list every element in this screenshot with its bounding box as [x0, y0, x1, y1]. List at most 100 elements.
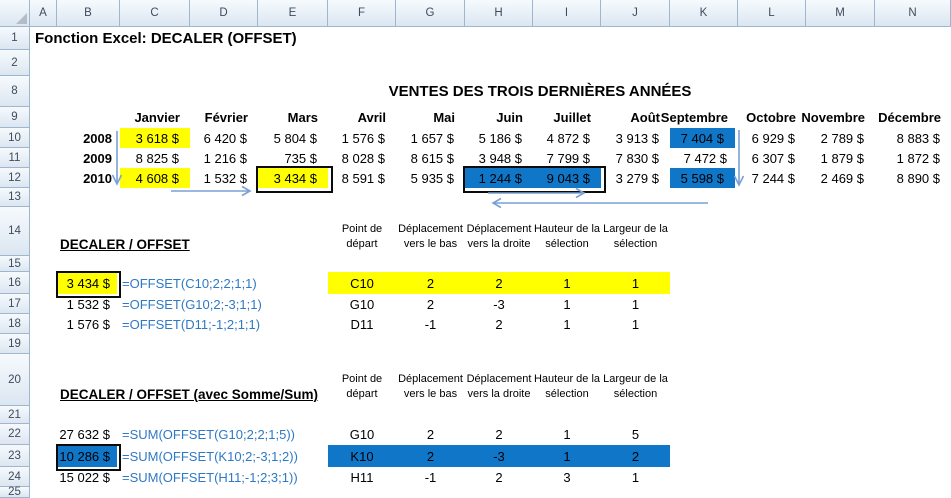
- cell-B24-result[interactable]: 15 022 $: [59, 469, 110, 485]
- cell-C24-formula[interactable]: =SUM(OFFSET(H11;-1;2;3;1)): [122, 469, 298, 485]
- cell-E11[interactable]: 735 $: [284, 150, 317, 166]
- cell-N11[interactable]: 1 872 $: [896, 150, 940, 166]
- cell-I24[interactable]: 3: [563, 469, 571, 485]
- cell-J23[interactable]: 2: [631, 448, 640, 464]
- param-header-height-2[interactable]: Hauteur de la sélection: [533, 373, 601, 400]
- cell-H10[interactable]: 5 186 $: [478, 130, 522, 146]
- row-header-25[interactable]: 25: [0, 486, 30, 498]
- cell-K11[interactable]: 7 472 $: [683, 150, 727, 166]
- page-title[interactable]: Fonction Excel: DECALER (OFFSET): [35, 30, 297, 47]
- row-header-24[interactable]: 24: [0, 467, 30, 487]
- row-header-10[interactable]: 10: [0, 128, 30, 148]
- sales-table-title[interactable]: VENTES DES TROIS DERNIÈRES ANNÉES: [388, 83, 692, 100]
- cell-F22[interactable]: G10: [349, 427, 375, 442]
- cell-G23[interactable]: 2: [426, 448, 435, 464]
- cell-H23[interactable]: -3: [493, 448, 505, 464]
- month-header-juin[interactable]: Juin: [496, 110, 523, 125]
- col-header-G[interactable]: G: [396, 0, 465, 27]
- cell-H22[interactable]: 2: [495, 427, 503, 442]
- cell-G10[interactable]: 1 657 $: [410, 130, 454, 146]
- param-header-move-right-2[interactable]: Déplacement vers la droite: [466, 373, 532, 400]
- month-header-novembre[interactable]: Novembre: [801, 110, 865, 125]
- year-label-2010[interactable]: 2010: [83, 170, 112, 186]
- month-header-septembre[interactable]: Septembre: [660, 110, 728, 125]
- cell-I23[interactable]: 1: [563, 448, 571, 464]
- row-header-18[interactable]: 18: [0, 314, 30, 334]
- param-header-move-right[interactable]: Déplacement vers la droite: [466, 223, 532, 250]
- cell-J24[interactable]: 1: [631, 469, 640, 485]
- col-header-D[interactable]: D: [190, 0, 258, 27]
- cell-G16[interactable]: 2: [426, 275, 435, 291]
- select-all-corner[interactable]: [0, 0, 30, 27]
- row-header-1[interactable]: 1: [0, 27, 30, 50]
- cell-H17[interactable]: -3: [493, 296, 505, 312]
- param-header-start-point-2[interactable]: Point de départ: [341, 373, 383, 400]
- row-header-23[interactable]: 23: [0, 445, 30, 467]
- year-label-2009[interactable]: 2009: [83, 150, 112, 166]
- cell-I16[interactable]: 1: [563, 275, 571, 291]
- cell-D11[interactable]: 1 216 $: [203, 150, 247, 166]
- cell-J12[interactable]: 3 279 $: [615, 170, 659, 186]
- param-header-move-down[interactable]: Déplacement vers le bas: [398, 223, 463, 250]
- col-header-F[interactable]: F: [328, 0, 396, 27]
- month-header-octobre[interactable]: Octobre: [746, 110, 796, 125]
- cell-E10[interactable]: 5 804 $: [273, 130, 317, 146]
- col-header-H[interactable]: H: [465, 0, 533, 27]
- cell-J10[interactable]: 3 913 $: [615, 130, 659, 146]
- cell-I22[interactable]: 1: [563, 427, 571, 442]
- row-header-11[interactable]: 11: [0, 148, 30, 168]
- param-header-width[interactable]: Largeur de la sélection: [603, 223, 668, 250]
- month-header-decembre[interactable]: Décembre: [878, 110, 941, 125]
- month-header-juillet[interactable]: Juillet: [553, 110, 591, 125]
- cell-J11[interactable]: 7 830 $: [615, 150, 659, 166]
- col-header-N[interactable]: N: [875, 0, 951, 27]
- month-header-fevrier[interactable]: Février: [204, 110, 248, 125]
- cell-G11[interactable]: 8 615 $: [410, 150, 454, 166]
- cell-F23[interactable]: K10: [350, 448, 374, 464]
- cell-L12[interactable]: 7 244 $: [751, 170, 795, 186]
- col-header-E[interactable]: E: [258, 0, 328, 27]
- section-heading-offset-sum[interactable]: DECALER / OFFSET (avec Somme/Sum): [60, 387, 319, 402]
- col-header-I[interactable]: I: [533, 0, 601, 27]
- param-header-move-down-2[interactable]: Déplacement vers le bas: [398, 373, 463, 400]
- cell-F12[interactable]: 8 591 $: [341, 170, 385, 186]
- cell-J18[interactable]: 1: [631, 316, 640, 332]
- cell-G22[interactable]: 2: [426, 427, 435, 442]
- cell-G17[interactable]: 2: [426, 296, 435, 312]
- cell-J22[interactable]: 5: [631, 427, 640, 442]
- col-header-A[interactable]: A: [30, 0, 57, 27]
- cell-C17-formula[interactable]: =OFFSET(G10;2;-3;1;1): [122, 296, 262, 312]
- cell-K12[interactable]: 5 598 $: [670, 168, 735, 188]
- cell-F24[interactable]: H11: [350, 469, 374, 485]
- row-header-9[interactable]: 9: [0, 107, 30, 128]
- cell-H12[interactable]: 1 244 $: [465, 168, 533, 188]
- col-header-M[interactable]: M: [806, 0, 875, 27]
- cell-M12[interactable]: 2 469 $: [820, 170, 864, 186]
- col-header-K[interactable]: K: [670, 0, 738, 27]
- cell-F16[interactable]: C10: [350, 275, 374, 291]
- cell-F10[interactable]: 1 576 $: [341, 130, 385, 146]
- col-header-B[interactable]: B: [57, 0, 120, 27]
- cell-H18[interactable]: 2: [495, 316, 503, 332]
- cell-N10[interactable]: 8 883 $: [896, 130, 940, 146]
- cell-F18[interactable]: D11: [350, 316, 374, 332]
- section-heading-offset[interactable]: DECALER / OFFSET: [60, 237, 190, 252]
- row-header-12[interactable]: 12: [0, 168, 30, 188]
- param-header-height[interactable]: Hauteur de la sélection: [533, 223, 601, 250]
- month-header-aout[interactable]: Août: [630, 110, 660, 125]
- month-header-mars[interactable]: Mars: [287, 110, 318, 125]
- cell-G12[interactable]: 5 935 $: [410, 170, 454, 186]
- cell-L10[interactable]: 6 929 $: [751, 130, 795, 146]
- row-header-17[interactable]: 17: [0, 294, 30, 314]
- cell-K10[interactable]: 7 404 $: [670, 128, 735, 148]
- cell-J16[interactable]: 1: [631, 275, 640, 291]
- col-header-L[interactable]: L: [738, 0, 806, 27]
- row-header-8[interactable]: 8: [0, 76, 30, 107]
- cell-G18[interactable]: -1: [424, 316, 437, 332]
- cell-I18[interactable]: 1: [563, 316, 571, 332]
- cell-F17[interactable]: G10: [349, 296, 375, 312]
- cell-C23-formula[interactable]: =SUM(OFFSET(K10;2;-3;1;2)): [122, 448, 298, 464]
- month-header-mai[interactable]: Mai: [433, 110, 455, 125]
- col-header-C[interactable]: C: [120, 0, 190, 27]
- cell-F11[interactable]: 8 028 $: [341, 150, 385, 166]
